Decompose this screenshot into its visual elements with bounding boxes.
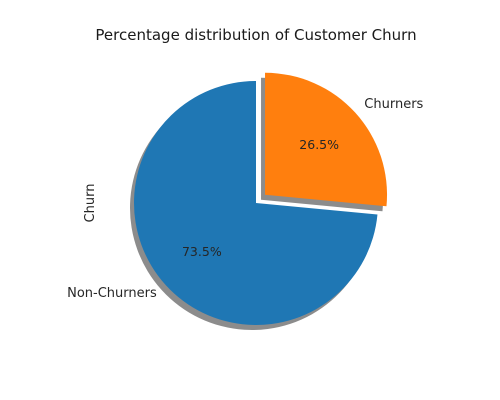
pie-labels: Non-Churners 73.5% Churners 26.5% [67, 97, 423, 301]
y-axis-label: Churn [83, 184, 98, 223]
slice-pct-non-churners: 73.5% [182, 244, 222, 259]
slice-non-churners [133, 81, 378, 325]
slice-label-non-churners: Non-Churners [67, 286, 157, 301]
slice-label-churners: Churners [364, 97, 423, 112]
chart-title: Percentage distribution of Customer Chur… [95, 26, 416, 44]
pie-slices [133, 72, 388, 325]
slice-pct-churners: 26.5% [299, 137, 339, 152]
slice-churners [265, 72, 388, 207]
